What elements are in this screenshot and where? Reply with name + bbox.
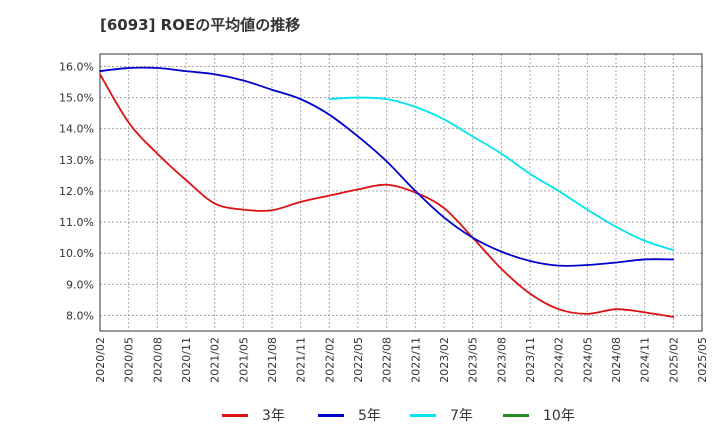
x-tick-label: 2021/02 xyxy=(209,337,222,383)
plot-area xyxy=(100,54,702,331)
x-tick-label: 2021/05 xyxy=(237,337,250,383)
legend-label: 3年 xyxy=(262,408,285,424)
legend-swatch xyxy=(410,413,436,417)
x-tick-label: 2024/08 xyxy=(610,337,623,383)
x-tick-label: 2021/08 xyxy=(266,337,279,383)
chart-legend: 3年 5年 7年 10年 xyxy=(0,404,720,426)
x-tick-label: 2024/05 xyxy=(581,337,594,383)
y-tick-label: 10.0% xyxy=(59,247,94,260)
legend-swatch xyxy=(222,413,248,417)
x-tick-label: 2023/02 xyxy=(438,337,451,383)
legend-item: 10年 xyxy=(503,404,575,426)
x-tick-label: 2023/11 xyxy=(524,337,537,383)
y-tick-label: 11.0% xyxy=(59,216,94,229)
y-tick-label: 16.0% xyxy=(59,60,94,73)
series-line-3年 xyxy=(99,73,675,318)
y-tick-label: 9.0% xyxy=(66,278,94,291)
legend-swatch xyxy=(503,413,529,417)
x-tick-label: 2020/02 xyxy=(94,337,107,383)
legend-label: 10年 xyxy=(543,408,575,424)
x-tick-label: 2020/08 xyxy=(151,337,164,383)
x-tick-label: 2022/08 xyxy=(381,337,394,383)
x-tick-label: 2023/05 xyxy=(467,337,480,383)
plot-border xyxy=(99,53,703,332)
x-tick-label: 2022/05 xyxy=(352,337,365,383)
legend-item: 5年 xyxy=(318,404,381,426)
series-line-5年 xyxy=(99,66,675,267)
x-tick-label: 2022/02 xyxy=(323,337,336,383)
legend-item: 7年 xyxy=(410,404,473,426)
x-tick-label: 2025/05 xyxy=(696,337,709,383)
x-tick-label: 2025/02 xyxy=(667,337,680,383)
x-tick-label: 2021/11 xyxy=(295,337,308,383)
series-line-7年 xyxy=(328,96,675,251)
legend-label: 5年 xyxy=(358,408,381,424)
x-tick-label: 2024/02 xyxy=(553,337,566,383)
legend-item: 3年 xyxy=(222,404,285,426)
x-tick-label: 2024/11 xyxy=(639,337,652,383)
y-tick-label: 8.0% xyxy=(66,309,94,322)
y-tick-label: 14.0% xyxy=(59,123,94,136)
y-tick-label: 15.0% xyxy=(59,92,94,105)
x-tick-label: 2023/08 xyxy=(495,337,508,383)
x-tick-label: 2022/11 xyxy=(409,337,422,383)
legend-label: 7年 xyxy=(450,408,473,424)
x-tick-label: 2020/05 xyxy=(123,337,136,383)
y-tick-label: 12.0% xyxy=(59,185,94,198)
x-tick-label: 2020/11 xyxy=(180,337,193,383)
y-tick-label: 13.0% xyxy=(59,154,94,167)
legend-swatch xyxy=(318,413,344,417)
chart-title: [6093] ROEの平均値の推移 xyxy=(100,16,301,34)
